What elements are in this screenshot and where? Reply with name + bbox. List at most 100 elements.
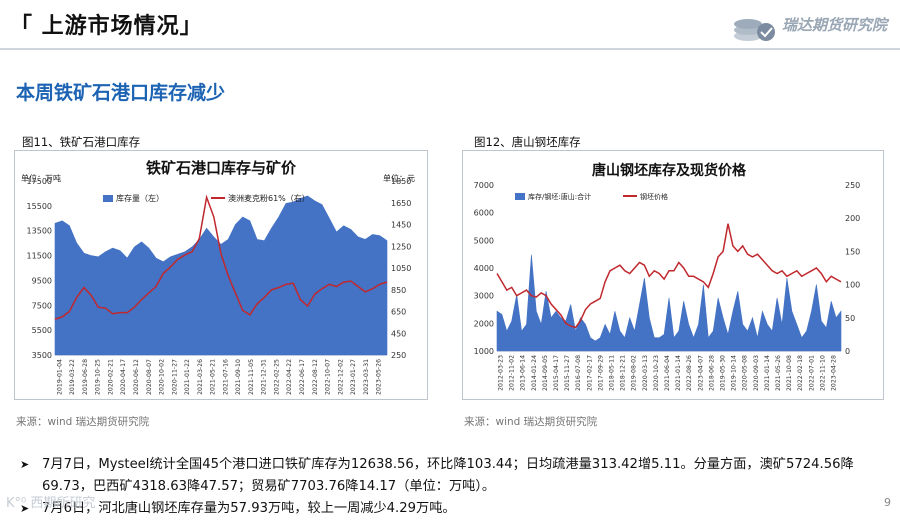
header-divider	[0, 48, 900, 50]
figure-12-caption: 图12、唐山钢坯库存	[474, 135, 581, 149]
left-axis-tick: 6000	[474, 209, 494, 218]
figure-12-source: 来源：wind 瑞达期货研究院	[464, 416, 598, 428]
x-axis-tick: 2020-02-21	[108, 359, 115, 395]
x-axis-tick: 2021-06-04	[664, 355, 671, 391]
x-axis-tick: 2022-10-07	[325, 359, 332, 395]
left-axis-tick: 11500	[27, 252, 52, 261]
chart-title: 铁矿石港口库存与矿价	[146, 159, 297, 177]
x-axis-tick: 2022-08-12	[312, 359, 319, 395]
chart-title: 唐山钢坯库存及现货价格	[592, 162, 747, 179]
bullet-text: 7月6日，河北唐山钢坯库存量为57.93万吨，较上一周减少4.29万吨。	[42, 501, 456, 516]
right-axis-tick: 850	[391, 286, 406, 295]
x-axis-tick: 2020-10-23	[653, 355, 660, 391]
left-axis-tick: 5000	[474, 236, 494, 245]
x-axis-tick: 2014-09-05	[542, 355, 549, 391]
x-axis-tick: 2022-08-26	[686, 355, 693, 391]
x-axis-tick: 2021-05-21	[210, 359, 217, 395]
right-axis-tick: 1850	[391, 177, 411, 186]
figure-11-caption: 图11、铁矿石港口库存	[22, 135, 141, 149]
x-axis-tick: 2020-09-03	[753, 355, 760, 391]
bullet-arrow-icon: ➤	[20, 502, 30, 515]
x-axis-tick: 2021-10-08	[786, 355, 793, 391]
x-axis-tick: 2012-11-02	[509, 355, 516, 391]
x-axis-tick: 2023-03-31	[363, 359, 370, 395]
x-axis-tick: 2023-01-27	[350, 359, 357, 395]
x-axis-tick: 2021-09-10	[235, 359, 242, 395]
x-axis-tick: 2020-06-12	[133, 359, 140, 395]
x-axis-tick: 2020-08-07	[146, 359, 153, 395]
x-axis-tick: 2015-04-17	[553, 355, 560, 391]
chart-tangshan-billet: 唐山钢坯库存及现货价格 7000 6000 5000 4000 3000 2000 1000 2…	[462, 150, 884, 400]
left-axis-tick: 17500	[27, 177, 52, 186]
page-number: 9	[884, 496, 891, 509]
x-axis-tick: 2021-01-14	[675, 355, 682, 391]
right-axis-tick: 200	[845, 214, 860, 223]
x-axis-tick: 2021-11-05	[248, 359, 255, 395]
x-axis-tick: 2018-06-28	[708, 355, 715, 391]
x-axis-tick: 2012-03-23	[498, 355, 505, 391]
x-axis-tick: 2022-02-18	[797, 355, 804, 391]
right-axis-tick: 450	[391, 329, 406, 338]
bullet-item: ➤ 7月7日，Mysteel统计全国45个港口进口铁矿库存为12638.56，环…	[14, 454, 894, 498]
x-axis-tick: 2017-02-17	[586, 355, 593, 391]
right-axis-tick: 650	[391, 308, 406, 317]
x-axis-tick: 2020-05-08	[742, 355, 749, 391]
bullet-arrow-icon: ➤	[20, 458, 30, 471]
x-axis-tick: 2019-08-02	[631, 355, 638, 391]
legend-swatch-area	[515, 193, 525, 200]
series-line-ore-price	[54, 194, 388, 320]
x-axis-tick: 2020-03-13	[642, 355, 649, 391]
left-axis-unit: 单位：万吨	[21, 173, 61, 183]
legend-label-line: 钢坯价格	[640, 192, 668, 201]
x-axis-tick: 2018-12-21	[620, 355, 627, 391]
x-axis-tick: 2019-05-30	[720, 355, 727, 391]
left-axis-tick: 7500	[32, 301, 52, 310]
brand-logo-icon	[734, 19, 775, 41]
brand-name: 瑞达期货研究院	[782, 16, 888, 34]
bullet-item: ➤ 7月6日，河北唐山钢坯库存量为57.93万吨，较上一周减少4.29万吨。	[14, 498, 894, 520]
x-axis-tick: 2022-07-01	[808, 355, 815, 391]
x-axis-tick: 2021-07-16	[222, 359, 229, 395]
x-axis-tick: 2017-09-29	[597, 355, 604, 391]
right-axis-tick: 1050	[391, 264, 411, 273]
x-axis-tick: 2021-03-26	[197, 359, 204, 395]
x-axis-tick: 2018-05-11	[609, 355, 616, 391]
bullet-text: 7月7日，Mysteel统计全国45个港口进口铁矿库存为12638.56，环比降…	[42, 457, 854, 494]
right-axis-unit: 单位：元	[383, 173, 415, 183]
x-axis-tick: 2019-10-14	[731, 355, 738, 391]
bullet-list: ➤ 7月7日，Mysteel统计全国45个港口进口铁矿库存为12638.56，环…	[14, 454, 894, 520]
right-axis-tick: 250	[391, 351, 406, 360]
right-axis-tick: 150	[845, 247, 860, 256]
x-axis-tick: 2019-06-28	[82, 359, 89, 395]
series-area-port-inventory	[54, 195, 388, 356]
x-axis-tick: 2020-10-02	[159, 359, 166, 395]
legend-label-area: 库存量（左）	[116, 193, 164, 203]
left-axis-tick: 5500	[32, 326, 52, 335]
section-subtitle: 本周铁矿石港口库存减少	[16, 82, 226, 104]
right-axis-tick: 0	[845, 347, 850, 356]
x-axis-tick: 2021-12-31	[261, 359, 268, 395]
legend-swatch-area	[103, 195, 113, 202]
x-axis-tick: 2023-04-07	[697, 355, 704, 391]
x-axis-tick: 2023-04-28	[831, 355, 838, 391]
series-area-billet-inventory	[496, 254, 842, 352]
right-axis-tick: 250	[845, 181, 860, 190]
figure-11-source: 来源：wind 瑞达期货研究院	[16, 416, 150, 428]
left-axis-tick: 4000	[474, 264, 494, 273]
x-axis-tick: 2015-11-27	[564, 355, 571, 391]
x-axis-tick: 2019-01-04	[56, 359, 63, 395]
left-axis-tick: 3500	[32, 351, 52, 360]
left-axis-tick: 1000	[474, 347, 494, 356]
right-axis-tick: 1250	[391, 242, 411, 251]
x-axis-tick: 2019-03-22	[69, 359, 76, 395]
x-axis-tick: 2021-01-22	[184, 359, 191, 395]
x-axis-tick: 2022-04-22	[286, 359, 293, 395]
left-axis-tick: 3000	[474, 292, 494, 301]
left-axis-tick: 2000	[474, 319, 494, 328]
page-title: 「 上游市场情况」	[10, 14, 203, 39]
x-axis-tick: 2022-11-10	[819, 355, 826, 391]
chart-iron-ore-inventory: 铁矿石港口库存与矿价 单位：万吨 单位：元 17500 15500 13500 11500 9…	[14, 150, 428, 400]
x-axis-tick: 2022-02-25	[274, 359, 281, 395]
x-axis-tick: 2021-05-26	[775, 355, 782, 391]
